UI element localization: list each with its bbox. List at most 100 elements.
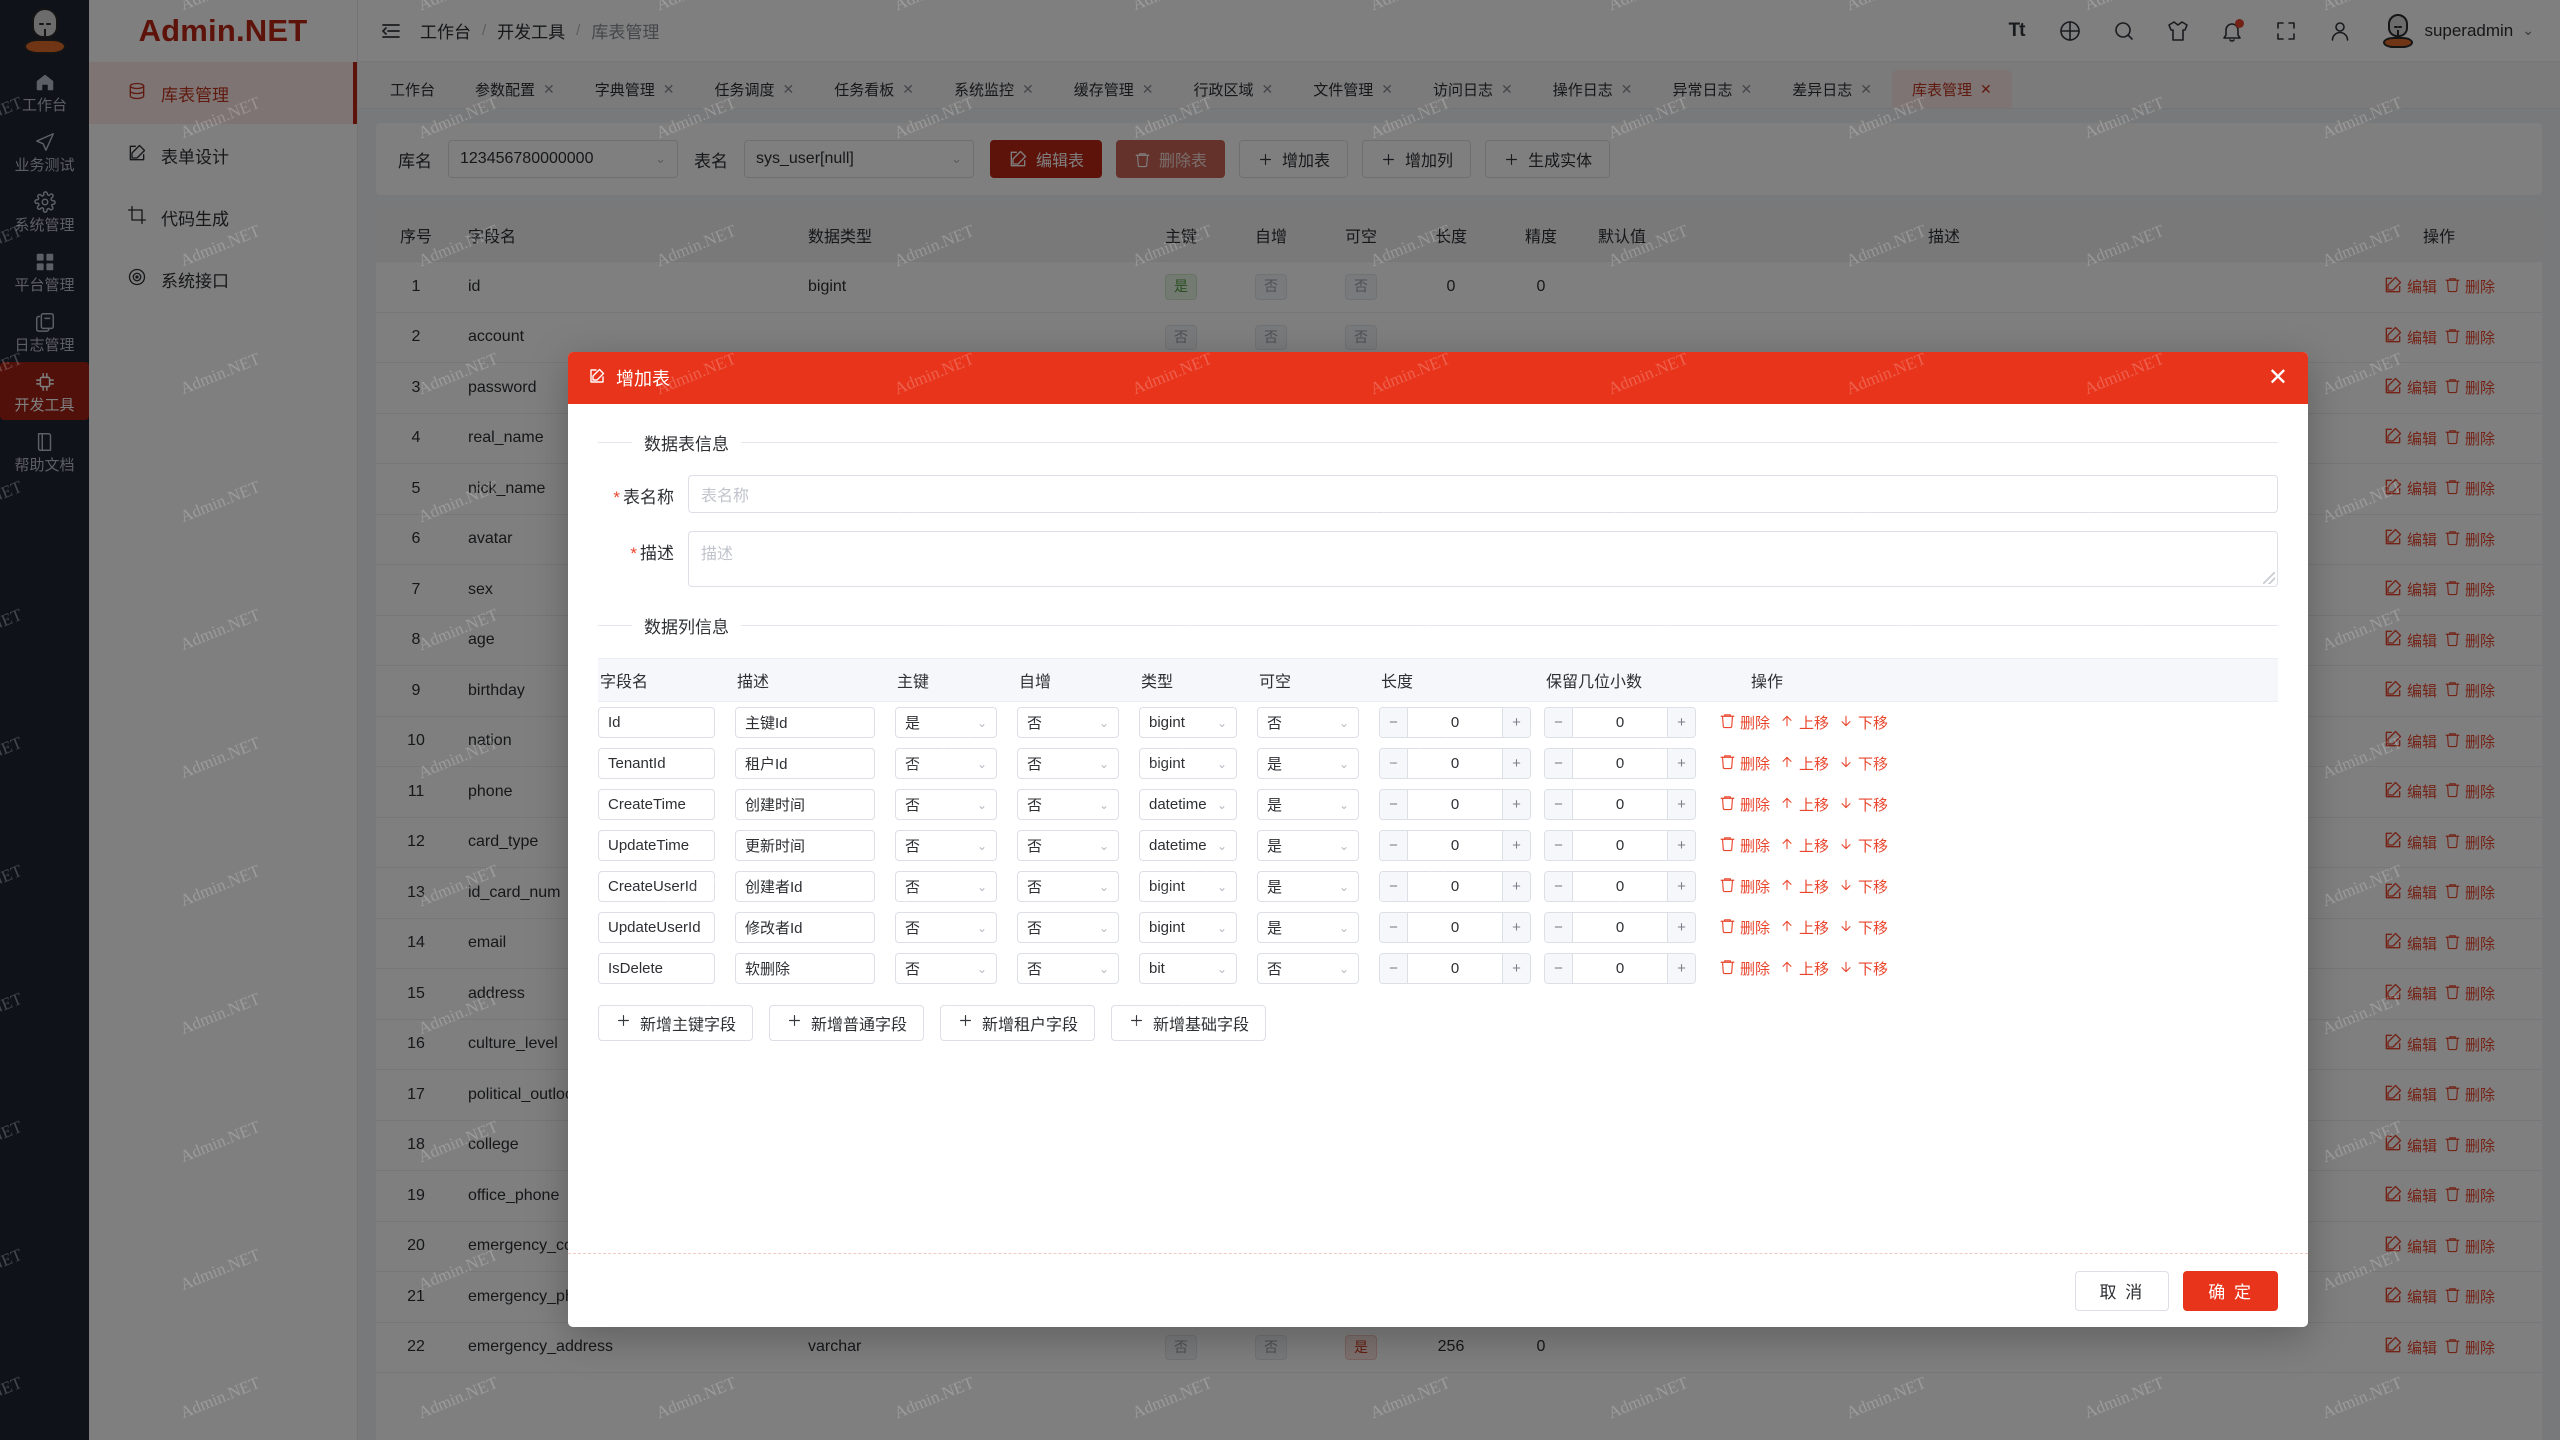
close-icon[interactable]: ✕ [2267, 364, 2288, 391]
length-stepper-increment[interactable]: + [1502, 954, 1530, 983]
field-desc-input[interactable]: 租户Id [735, 748, 875, 779]
column-action-删除[interactable]: 删除 [1719, 958, 1770, 979]
data-type-select[interactable]: bigint ⌄ [1139, 707, 1237, 738]
field-name-input[interactable]: CreateUserId [598, 871, 715, 902]
add-field-button-3[interactable]: 新增基础字段 [1111, 1005, 1267, 1041]
decimal-stepper-increment[interactable]: + [1667, 790, 1695, 819]
column-action-删除[interactable]: 删除 [1719, 835, 1770, 856]
column-action-上移[interactable]: 上移 [1779, 876, 1829, 897]
decimal-stepper[interactable]: − 0 + [1544, 912, 1696, 943]
column-action-删除[interactable]: 删除 [1719, 794, 1770, 815]
column-action-删除[interactable]: 删除 [1719, 917, 1770, 938]
auto-increment-select[interactable]: 否 ⌄ [1017, 912, 1119, 943]
field-name-input[interactable]: UpdateTime [598, 830, 715, 861]
length-stepper-increment[interactable]: + [1502, 872, 1530, 901]
data-type-select[interactable]: datetime ⌄ [1139, 789, 1237, 820]
column-action-下移[interactable]: 下移 [1838, 753, 1888, 774]
field-name-input[interactable]: TenantId [598, 748, 715, 779]
confirm-button[interactable]: 确 定 [2183, 1270, 2278, 1311]
field-desc-input[interactable]: 更新时间 [735, 830, 875, 861]
length-stepper-increment[interactable]: + [1502, 913, 1530, 942]
add-field-button-0[interactable]: 新增主键字段 [598, 1005, 754, 1041]
data-type-select[interactable]: bit ⌄ [1139, 953, 1237, 984]
column-action-下移[interactable]: 下移 [1838, 958, 1888, 979]
resize-handle-icon[interactable] [2263, 572, 2275, 584]
length-stepper-decrement[interactable]: − [1380, 708, 1408, 737]
column-action-删除[interactable]: 删除 [1719, 712, 1770, 733]
length-stepper-increment[interactable]: + [1502, 790, 1530, 819]
decimal-stepper-increment[interactable]: + [1667, 913, 1695, 942]
column-action-上移[interactable]: 上移 [1779, 753, 1829, 774]
decimal-stepper[interactable]: − 0 + [1544, 748, 1696, 779]
auto-increment-select[interactable]: 否 ⌄ [1017, 830, 1119, 861]
field-desc-input[interactable]: 主键Id [735, 707, 875, 738]
column-action-删除[interactable]: 删除 [1719, 876, 1770, 897]
length-stepper[interactable]: − 0 + [1379, 830, 1531, 861]
length-stepper-increment[interactable]: + [1502, 749, 1530, 778]
length-stepper[interactable]: − 0 + [1379, 912, 1531, 943]
length-stepper-increment[interactable]: + [1502, 831, 1530, 860]
auto-increment-select[interactable]: 否 ⌄ [1017, 748, 1119, 779]
length-stepper-decrement[interactable]: − [1380, 913, 1408, 942]
decimal-stepper[interactable]: − 0 + [1544, 830, 1696, 861]
field-name-input[interactable]: CreateTime [598, 789, 715, 820]
length-stepper-decrement[interactable]: − [1380, 831, 1408, 860]
add-field-button-1[interactable]: 新增普通字段 [769, 1005, 925, 1041]
field-desc-input[interactable]: 创建时间 [735, 789, 875, 820]
length-stepper-decrement[interactable]: − [1380, 790, 1408, 819]
nullable-select[interactable]: 否 ⌄ [1257, 953, 1359, 984]
primary-key-select[interactable]: 是 ⌄ [895, 707, 997, 738]
description-textarea[interactable]: 描述 [688, 531, 2278, 587]
primary-key-select[interactable]: 否 ⌄ [895, 748, 997, 779]
length-stepper[interactable]: − 0 + [1379, 707, 1531, 738]
data-type-select[interactable]: bigint ⌄ [1139, 748, 1237, 779]
length-stepper[interactable]: − 0 + [1379, 871, 1531, 902]
field-name-input[interactable]: IsDelete [598, 953, 715, 984]
cancel-button[interactable]: 取 消 [2074, 1270, 2170, 1311]
column-action-下移[interactable]: 下移 [1838, 917, 1888, 938]
data-type-select[interactable]: datetime ⌄ [1139, 830, 1237, 861]
nullable-select[interactable]: 是 ⌄ [1257, 871, 1359, 902]
data-type-select[interactable]: bigint ⌄ [1139, 912, 1237, 943]
primary-key-select[interactable]: 否 ⌄ [895, 830, 997, 861]
decimal-stepper[interactable]: − 0 + [1544, 789, 1696, 820]
nullable-select[interactable]: 是 ⌄ [1257, 830, 1359, 861]
primary-key-select[interactable]: 否 ⌄ [895, 871, 997, 902]
length-stepper-decrement[interactable]: − [1380, 954, 1408, 983]
decimal-stepper-decrement[interactable]: − [1545, 913, 1573, 942]
primary-key-select[interactable]: 否 ⌄ [895, 912, 997, 943]
field-name-input[interactable]: UpdateUserId [598, 912, 715, 943]
primary-key-select[interactable]: 否 ⌄ [895, 789, 997, 820]
decimal-stepper-decrement[interactable]: − [1545, 831, 1573, 860]
field-desc-input[interactable]: 软删除 [735, 953, 875, 984]
column-action-下移[interactable]: 下移 [1838, 876, 1888, 897]
field-name-input[interactable]: Id [598, 707, 715, 738]
nullable-select[interactable]: 是 ⌄ [1257, 789, 1359, 820]
length-stepper[interactable]: − 0 + [1379, 953, 1531, 984]
length-stepper[interactable]: − 0 + [1379, 789, 1531, 820]
primary-key-select[interactable]: 否 ⌄ [895, 953, 997, 984]
nullable-select[interactable]: 否 ⌄ [1257, 707, 1359, 738]
auto-increment-select[interactable]: 否 ⌄ [1017, 707, 1119, 738]
column-action-上移[interactable]: 上移 [1779, 958, 1829, 979]
field-desc-input[interactable]: 修改者Id [735, 912, 875, 943]
length-stepper-increment[interactable]: + [1502, 708, 1530, 737]
decimal-stepper-increment[interactable]: + [1667, 708, 1695, 737]
auto-increment-select[interactable]: 否 ⌄ [1017, 953, 1119, 984]
decimal-stepper[interactable]: − 0 + [1544, 707, 1696, 738]
decimal-stepper-decrement[interactable]: − [1545, 954, 1573, 983]
decimal-stepper-decrement[interactable]: − [1545, 708, 1573, 737]
decimal-stepper[interactable]: − 0 + [1544, 953, 1696, 984]
column-action-下移[interactable]: 下移 [1838, 712, 1888, 733]
length-stepper-decrement[interactable]: − [1380, 749, 1408, 778]
decimal-stepper-decrement[interactable]: − [1545, 872, 1573, 901]
column-action-下移[interactable]: 下移 [1838, 794, 1888, 815]
column-action-上移[interactable]: 上移 [1779, 794, 1829, 815]
add-field-button-2[interactable]: 新增租户字段 [940, 1005, 1096, 1041]
column-action-上移[interactable]: 上移 [1779, 917, 1829, 938]
auto-increment-select[interactable]: 否 ⌄ [1017, 871, 1119, 902]
auto-increment-select[interactable]: 否 ⌄ [1017, 789, 1119, 820]
nullable-select[interactable]: 是 ⌄ [1257, 912, 1359, 943]
decimal-stepper-decrement[interactable]: − [1545, 790, 1573, 819]
column-action-上移[interactable]: 上移 [1779, 835, 1829, 856]
